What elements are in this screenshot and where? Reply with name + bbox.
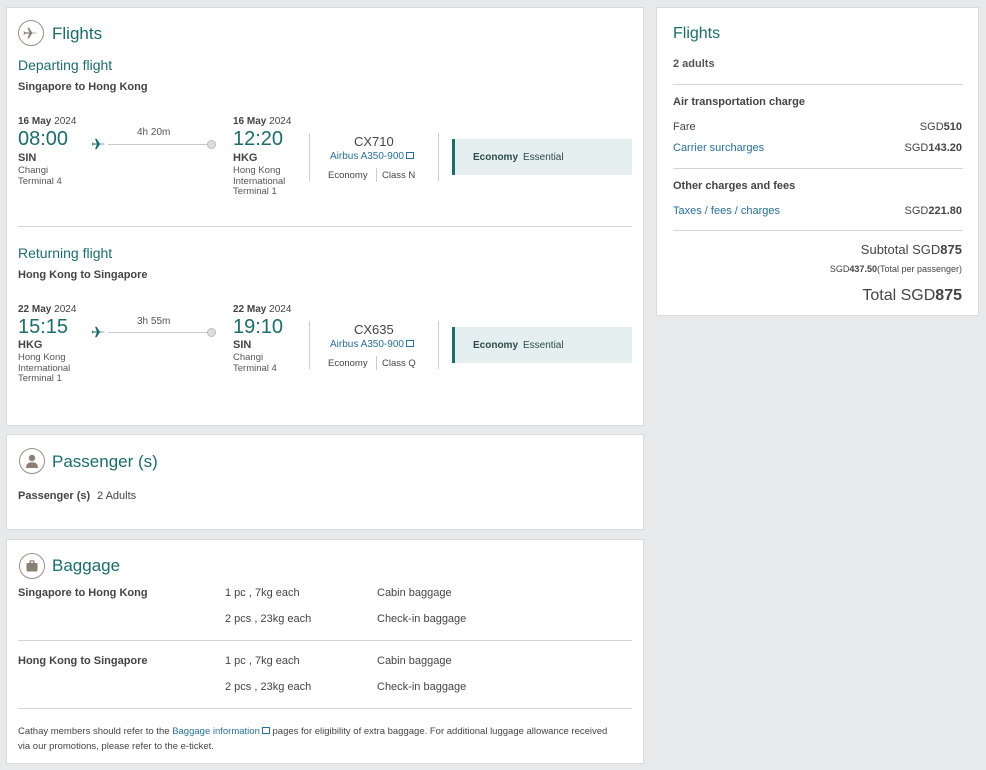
departing-dep-time: 08:00 bbox=[18, 128, 69, 150]
returning-aircraft-link[interactable]: Airbus A350-900 bbox=[330, 339, 414, 350]
flights-section-title: Flights bbox=[52, 24, 103, 43]
baggage-route-2: Hong Kong to Singapore bbox=[18, 655, 148, 667]
returning-arr-airport: Changi Terminal 4 bbox=[233, 352, 277, 374]
returning-separator-1 bbox=[309, 321, 310, 369]
departing-arr-airport: Hong Kong International Terminal 1 bbox=[233, 165, 286, 197]
price-summary-card: Flights 2 adults Air transportation char… bbox=[656, 7, 979, 316]
flights-card: Flights Departing flight Singapore to Ho… bbox=[6, 7, 644, 426]
baggage-route-1: Singapore to Hong Kong bbox=[18, 587, 148, 599]
external-link-icon bbox=[405, 340, 414, 347]
external-link-icon bbox=[261, 727, 270, 734]
returning-arr-time: 19:10 bbox=[233, 316, 284, 338]
passengers-card: Passenger (s) Passenger (s) 2 Adults bbox=[6, 434, 644, 530]
carrier-surcharges-value: SGD143.20 bbox=[904, 142, 963, 154]
departing-route-dot bbox=[207, 140, 216, 149]
departing-flight-header: Departing flight bbox=[18, 57, 113, 73]
baggage-route-1-cabin-type: Cabin baggage bbox=[377, 587, 452, 599]
summary-title: Flights bbox=[673, 25, 721, 42]
returning-flight-header: Returning flight bbox=[18, 245, 113, 261]
departing-route: Singapore to Hong Kong bbox=[18, 81, 148, 93]
baggage-route-2-checkin-allowance: 2 pcs , 23kg each bbox=[225, 681, 312, 693]
returning-arr-code: SIN bbox=[233, 339, 252, 351]
returning-fare-cabin: Economy bbox=[473, 340, 519, 351]
summary-divider-3 bbox=[673, 230, 963, 231]
baggage-information-link[interactable]: Baggage information bbox=[172, 726, 260, 737]
summary-divider-1 bbox=[673, 84, 963, 85]
baggage-divider-2 bbox=[18, 708, 632, 709]
air-charge-header: Air transportation charge bbox=[673, 96, 806, 108]
person-circle-icon bbox=[19, 448, 45, 474]
departing-arr-date: 16 May 2024 bbox=[233, 116, 292, 127]
fare-label: Fare bbox=[673, 121, 696, 133]
external-link-icon bbox=[405, 152, 414, 159]
returning-cabin-divider bbox=[376, 356, 377, 370]
returning-class: Class Q bbox=[382, 358, 416, 369]
passengers-value: 2 Adults bbox=[97, 490, 137, 502]
departing-duration: 4h 20m bbox=[137, 127, 171, 138]
passengers-label: Passenger (s) bbox=[18, 490, 91, 502]
returning-separator-2 bbox=[438, 321, 439, 369]
returning-dep-airport: Hong Kong International Terminal 1 bbox=[18, 352, 71, 384]
baggage-section-title: Baggage bbox=[52, 556, 121, 575]
summary-adults: 2 adults bbox=[673, 58, 715, 70]
departing-cabin-divider bbox=[376, 168, 377, 182]
taxes-fees-link[interactable]: Taxes / fees / charges bbox=[673, 205, 780, 217]
baggage-route-1-cabin-allowance: 1 pc , 7kg each bbox=[225, 587, 300, 599]
departing-arr-time: 12:20 bbox=[233, 128, 284, 150]
departing-flight-number: CX710 bbox=[354, 134, 394, 149]
other-charges-header: Other charges and fees bbox=[673, 180, 796, 192]
departing-separator-2 bbox=[438, 133, 439, 181]
plane-icon bbox=[91, 137, 106, 156]
grand-total: Total SGD875 bbox=[862, 287, 962, 304]
returning-duration: 3h 55m bbox=[137, 316, 171, 327]
summary-divider-2 bbox=[673, 168, 963, 169]
baggage-route-2-cabin-type: Cabin baggage bbox=[377, 655, 452, 667]
flights-divider bbox=[18, 226, 632, 227]
baggage-note: Cathay members should refer to the Bagga… bbox=[18, 726, 608, 752]
plane-circle-icon bbox=[18, 20, 44, 46]
plane-icon bbox=[91, 325, 106, 344]
departing-fare-cabin: Economy bbox=[473, 152, 519, 163]
returning-dep-date: 22 May 2024 bbox=[18, 304, 77, 315]
passengers-section-title: Passenger (s) bbox=[52, 452, 158, 471]
departing-dep-date: 16 May 2024 bbox=[18, 116, 77, 127]
per-passenger-total: SGD437.50(Total per passenger) bbox=[829, 264, 962, 274]
departing-class: Class N bbox=[382, 170, 416, 181]
returning-flight-number: CX635 bbox=[354, 322, 394, 337]
departing-fare-type: Essential bbox=[523, 152, 564, 163]
departing-aircraft-link[interactable]: Airbus A350-900 bbox=[330, 151, 414, 162]
departing-cabin: Economy bbox=[328, 170, 368, 181]
returning-fare-box: Economy Essential bbox=[452, 327, 632, 363]
returning-dep-code: HKG bbox=[18, 339, 43, 351]
departing-arr-code: HKG bbox=[233, 152, 258, 164]
returning-route-line bbox=[108, 332, 211, 333]
departing-route-line bbox=[108, 144, 211, 145]
returning-fare-type: Essential bbox=[523, 340, 564, 351]
taxes-fees-value: SGD221.80 bbox=[904, 205, 963, 217]
returning-dep-time: 15:15 bbox=[18, 316, 69, 338]
baggage-route-1-checkin-type: Check-in baggage bbox=[377, 613, 467, 625]
baggage-divider-1 bbox=[18, 640, 632, 641]
departing-dep-code: SIN bbox=[18, 152, 37, 164]
carrier-surcharges-link[interactable]: Carrier surcharges bbox=[673, 142, 765, 154]
baggage-route-2-cabin-allowance: 1 pc , 7kg each bbox=[225, 655, 300, 667]
returning-route-dot bbox=[207, 328, 216, 337]
baggage-card: Baggage Singapore to Hong Kong 1 pc , 7k… bbox=[6, 539, 644, 764]
returning-route: Hong Kong to Singapore bbox=[18, 269, 148, 281]
suitcase-circle-icon bbox=[19, 553, 45, 579]
returning-cabin: Economy bbox=[328, 358, 368, 369]
baggage-route-2-checkin-type: Check-in baggage bbox=[377, 681, 467, 693]
departing-fare-box: Economy Essential bbox=[452, 139, 632, 175]
subtotal: Subtotal SGD875 bbox=[860, 242, 962, 257]
baggage-route-1-checkin-allowance: 2 pcs , 23kg each bbox=[225, 613, 312, 625]
departing-separator-1 bbox=[309, 133, 310, 181]
departing-dep-airport: Changi Terminal 4 bbox=[18, 165, 62, 187]
returning-arr-date: 22 May 2024 bbox=[233, 304, 292, 315]
fare-value: SGD510 bbox=[919, 121, 962, 133]
